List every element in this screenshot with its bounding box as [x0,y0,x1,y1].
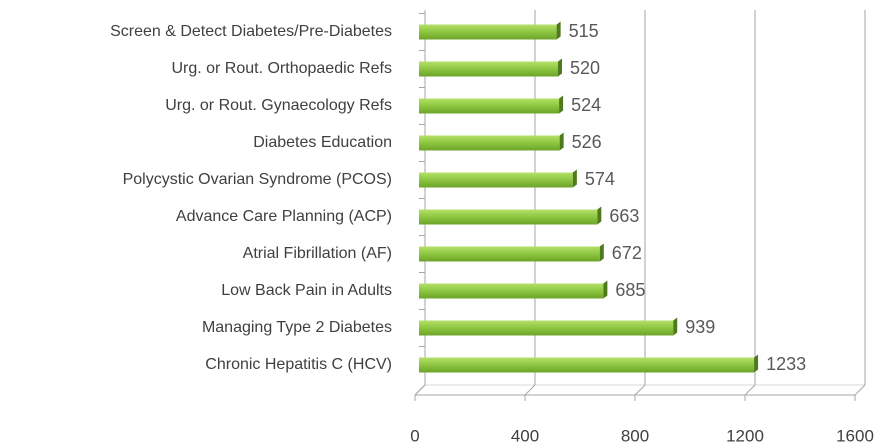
value-label: 1233 [766,354,806,374]
grid-line-floor [414,384,426,396]
value-label: 663 [609,206,639,226]
value-label: 939 [685,317,715,337]
bar [419,357,755,373]
value-label: 524 [571,95,601,115]
x-tick-label: 800 [621,426,649,445]
y-tick-label: Polycystic Ovarian Syndrome (PCOS) [123,171,392,188]
bar-end [599,243,604,262]
y-tick-label: Low Back Pain in Adults [221,282,392,299]
x-tick-label: 1200 [726,426,764,445]
bar-end [558,58,562,77]
y-tick-label: Managing Type 2 Diabetes [202,319,392,336]
bar-end [559,132,564,151]
y-tick-label: Chronic Hepatitis C (HCV) [205,356,392,373]
x-tick-label: 1600 [836,426,874,445]
grid-line-floor [854,384,866,396]
value-label: 515 [569,21,599,41]
value-label: 526 [572,132,602,152]
bar [419,61,558,77]
bar [419,98,560,114]
value-label: 672 [612,243,642,263]
y-tick-label: Urg. or Rout. Gynaecology Refs [165,97,392,114]
value-label: 520 [570,58,600,78]
bar-end [559,95,564,114]
bar-end [673,317,678,336]
bar-end [754,354,759,373]
bar [419,24,557,40]
y-tick-label: Urg. or Rout. Orthopaedic Refs [171,60,392,77]
bar-end [556,21,561,40]
bar [419,209,598,225]
y-tick-label: Diabetes Education [253,134,392,151]
bar [419,320,674,336]
value-label: 574 [585,169,615,189]
value-label: 685 [615,280,645,300]
bar-end [597,206,602,225]
grid-line-floor [634,384,646,396]
x-tick-label: 0 [410,426,419,445]
bar-end [572,169,577,188]
y-tick-label: Atrial Fibrillation (AF) [243,245,392,262]
grid-line-floor [524,384,536,396]
bar [419,135,560,151]
bar [419,172,573,188]
bar-end [603,280,608,299]
grid-line-floor [744,384,756,396]
y-tick-label: Screen & Detect Diabetes/Pre-Diabetes [110,23,392,40]
x-tick-label: 400 [511,426,539,445]
bar [419,246,600,262]
bar [419,283,604,299]
y-tick-label: Advance Care Planning (ACP) [176,208,392,225]
